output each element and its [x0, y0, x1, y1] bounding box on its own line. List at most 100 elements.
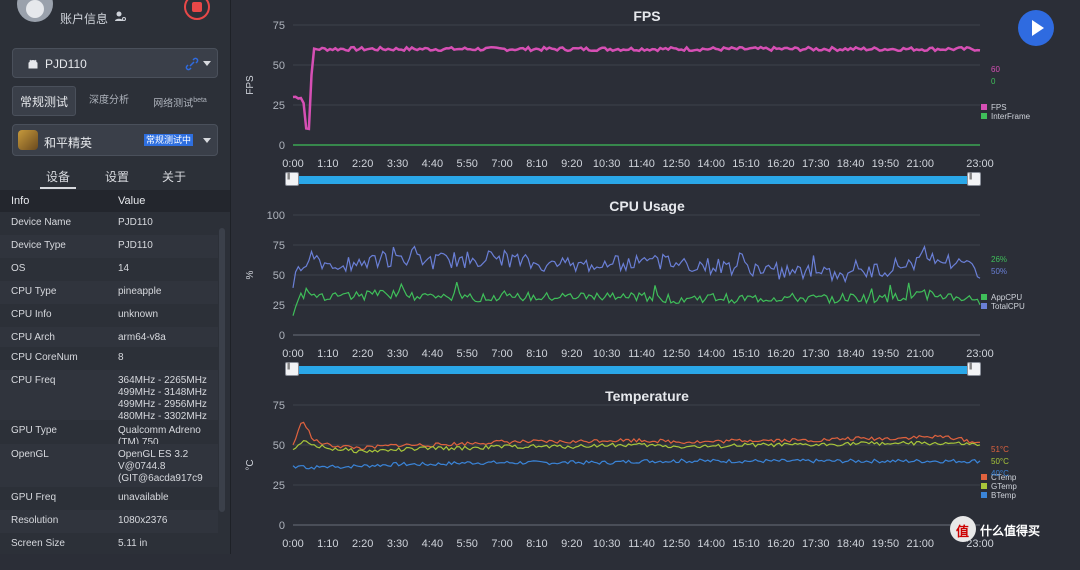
y-tick-label: 25 — [273, 480, 285, 492]
current-value-label: 40°C — [991, 469, 1009, 478]
x-tick-label: 5:50 — [457, 348, 478, 360]
time-range-slider[interactable] — [285, 362, 981, 376]
row-value: 1080x2376 — [118, 515, 168, 526]
chart-svg: 0 25 50 75 100% 0:00 1:10 2:20 3:30 4:40 5:50 7:00 8… — [245, 210, 1025, 360]
legend-swatch — [981, 104, 987, 110]
x-tick-label: 11:40 — [628, 348, 655, 360]
row-key: Device Name — [11, 217, 72, 228]
x-tick-label: 8:10 — [526, 158, 547, 170]
slider-handle-start[interactable] — [285, 362, 299, 376]
slider-handle-end[interactable] — [967, 362, 981, 376]
row-value: PJD110 — [118, 240, 153, 251]
row-key: CPU Type — [11, 286, 57, 297]
slider-handle-end[interactable] — [967, 172, 981, 186]
account-info-label[interactable]: 账户信息 — [60, 12, 109, 26]
row-value: unknown — [118, 309, 159, 320]
time-range-slider[interactable] — [285, 172, 981, 186]
y-axis-label: % — [245, 270, 256, 279]
tab-standard-test[interactable]: 常规测试 — [12, 86, 76, 116]
chart-svg: 0 25 50 75 FPS 0:00 1:10 2:20 3:30 4:40 5:50 7:00 8:… — [245, 20, 1031, 170]
table-header: Info Value — [0, 190, 230, 212]
current-value-label: 51°C — [991, 445, 1009, 454]
tab-deep-analysis[interactable]: 深度分析 — [80, 86, 138, 116]
x-tick-label: 1:10 — [317, 538, 338, 550]
series-line-ctemp — [292, 421, 981, 451]
tab-about[interactable]: 关于 — [162, 170, 187, 184]
x-tick-label: 15:10 — [732, 538, 760, 550]
row-key: OS — [11, 263, 26, 274]
tab-device[interactable]: 设备 — [40, 168, 77, 189]
table-row: GPU Type Qualcomm Adreno (TM) 750 — [0, 420, 218, 448]
x-tick-label: 0:00 — [282, 158, 303, 170]
play-button[interactable] — [1018, 10, 1054, 46]
y-tick-label: 100 — [267, 210, 285, 222]
test-mode-tabs: 常规测试 深度分析 网络测试beta — [12, 86, 218, 116]
y-tick-label: 75 — [273, 240, 285, 252]
x-tick-label: 9:20 — [561, 538, 582, 550]
slider-handle-start[interactable] — [285, 172, 299, 186]
legend-swatch — [981, 492, 987, 498]
current-value-label: 26% — [991, 255, 1007, 264]
tab-label: 常规测试 — [19, 95, 68, 109]
current-value-label: 0 — [991, 77, 996, 86]
series-line-totalcpu — [292, 244, 981, 288]
table-row: CPU Type pineapple — [0, 281, 218, 304]
app-name: 和平精英 — [44, 136, 93, 150]
row-key: CPU Arch — [11, 332, 55, 343]
y-axis-label: °C — [245, 459, 256, 470]
x-tick-label: 21:00 — [906, 538, 934, 550]
stop-record-button[interactable] — [184, 0, 210, 20]
tab-label: 深度分析 — [89, 95, 129, 106]
user-settings-icon[interactable] — [114, 10, 126, 22]
x-tick-label: 12:50 — [663, 348, 691, 360]
x-tick-label: 9:20 — [561, 348, 582, 360]
table-row: GPU Freq unavailable — [0, 487, 218, 510]
tab-settings[interactable]: 设置 — [105, 170, 130, 184]
x-tick-label: 19:50 — [872, 348, 900, 360]
table-row: Screen Size 5.11 in — [0, 533, 218, 553]
x-tick-label: 17:30 — [802, 348, 830, 360]
x-tick-label: 14:00 — [697, 348, 725, 360]
x-tick-label: 3:30 — [387, 158, 408, 170]
y-tick-label: 75 — [273, 20, 285, 32]
x-tick-label: 18:40 — [837, 348, 865, 360]
table-row: CPU CoreNum 8 — [0, 347, 218, 370]
table-row: Resolution 1080x2376 — [0, 510, 218, 533]
x-tick-label: 3:30 — [387, 538, 408, 550]
x-tick-label: 1:10 — [317, 158, 338, 170]
y-tick-label: 50 — [273, 270, 285, 282]
table-row: OS 14 — [0, 258, 218, 281]
x-tick-label: 15:10 — [732, 348, 760, 360]
x-tick-label: 7:00 — [491, 348, 512, 360]
x-tick-label: 10:30 — [593, 158, 621, 170]
legend-swatch — [981, 294, 987, 300]
current-value-label: 50°C — [991, 457, 1009, 466]
row-key: CPU Info — [11, 309, 52, 320]
info-tabs: 设备 设置 关于 — [0, 166, 230, 189]
x-tick-label: 16:20 — [767, 158, 795, 170]
table-row: Device Type PJD110 — [0, 235, 218, 258]
table-row: CPU Info unknown — [0, 304, 218, 327]
table-scrollbar[interactable] — [219, 228, 225, 512]
row-value: arm64-v8a — [118, 332, 166, 343]
avatar[interactable] — [17, 0, 53, 22]
row-value: PJD110 — [118, 217, 153, 228]
series-line-appcpu — [292, 281, 981, 316]
y-tick-label: 0 — [279, 140, 285, 152]
x-tick-label: 17:30 — [802, 538, 830, 550]
x-tick-label: 14:00 — [697, 538, 725, 550]
x-tick-label: 0:00 — [282, 348, 303, 360]
legend-label: GTemp — [991, 482, 1017, 491]
table-row: CPU Freq 364MHz - 2265MHz 499MHz - 3148MH… — [0, 370, 218, 422]
link-icon[interactable] — [185, 57, 199, 71]
x-tick-label: 2:20 — [352, 348, 373, 360]
x-tick-label: 4:40 — [422, 158, 443, 170]
tab-label: 网络测试 — [153, 98, 194, 110]
device-selector[interactable]: PJD110 — [12, 48, 218, 78]
x-tick-label: 8:10 — [526, 538, 547, 550]
table-row: CPU Arch arm64-v8a — [0, 327, 218, 347]
tab-network-test[interactable]: 网络测试beta — [142, 86, 218, 116]
app-selector[interactable]: 和平精英 常规测试中 — [12, 124, 218, 156]
x-tick-label: 11:40 — [628, 538, 655, 550]
x-tick-label: 23:00 — [966, 538, 994, 550]
